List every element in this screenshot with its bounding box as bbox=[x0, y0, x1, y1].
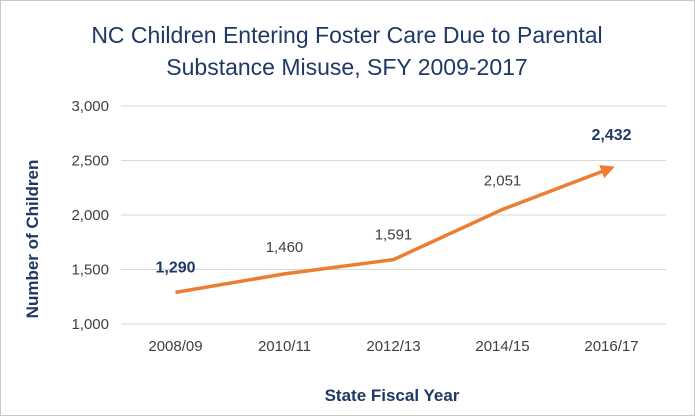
data-label: 1,460 bbox=[266, 239, 304, 256]
y-tick-label: 3,000 bbox=[71, 98, 109, 115]
y-tick-label: 2,500 bbox=[71, 153, 109, 170]
y-tick-label: 1,500 bbox=[71, 262, 109, 279]
gridlines bbox=[121, 105, 666, 325]
x-tick-label: 2016/17 bbox=[584, 338, 638, 355]
x-tick-label: 2010/11 bbox=[258, 338, 311, 355]
y-axis-ticks: 1,000 1,500 2,000 2,500 3,000 bbox=[71, 98, 109, 333]
x-axis-ticks: 2008/09 2010/11 2012/13 2014/15 2016/17 bbox=[148, 338, 638, 355]
x-tick-label: 2014/15 bbox=[475, 338, 529, 355]
y-tick-label: 2,000 bbox=[71, 207, 109, 224]
x-axis-title: State Fiscal Year bbox=[325, 386, 460, 405]
chart-title-line-2: Substance Misuse, SFY 2009-2017 bbox=[166, 54, 527, 80]
series-line bbox=[175, 165, 615, 295]
data-labels: 1,290 1,460 1,591 2,051 2,432 bbox=[155, 127, 631, 276]
y-axis-title: Number of Children bbox=[23, 160, 42, 319]
data-label: 1,591 bbox=[375, 227, 413, 244]
data-label: 2,432 bbox=[591, 127, 631, 144]
data-label: 2,051 bbox=[484, 172, 522, 189]
data-label: 1,290 bbox=[155, 259, 195, 276]
chart-title-line-1: NC Children Entering Foster Care Due to … bbox=[91, 22, 602, 48]
x-tick-label: 2008/09 bbox=[148, 338, 202, 355]
y-tick-label: 1,000 bbox=[71, 316, 109, 333]
x-tick-label: 2012/13 bbox=[366, 338, 420, 355]
